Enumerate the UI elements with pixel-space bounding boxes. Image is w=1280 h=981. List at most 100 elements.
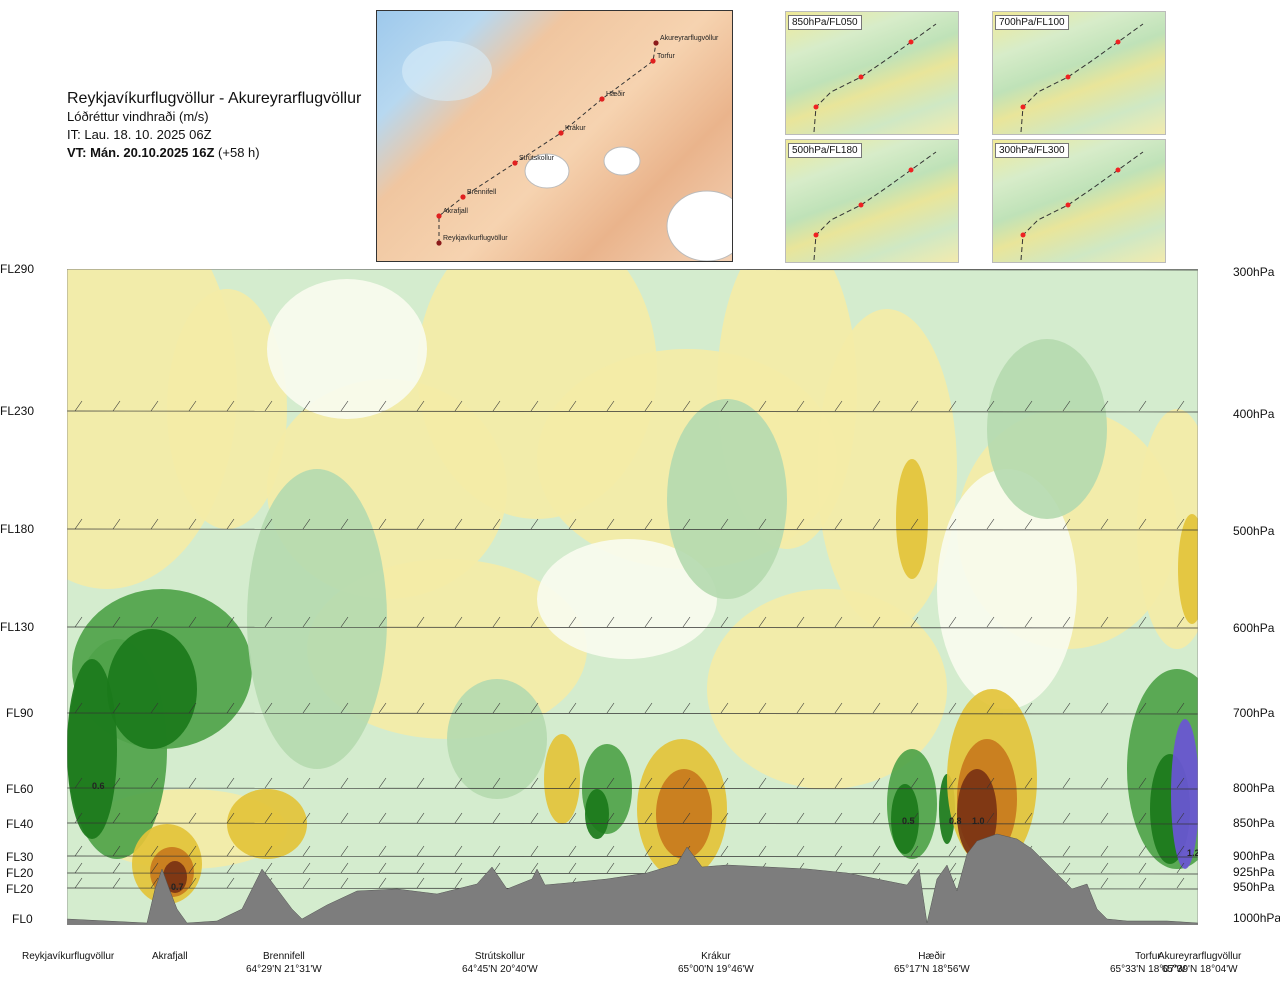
wind-barb: [682, 812, 691, 824]
wind-barb: [1100, 616, 1109, 628]
wind-barb: [530, 812, 539, 824]
wind-barb: [340, 702, 349, 714]
value-annotations: 0.6 0.7 0.5 0.8 1.0 1.2: [92, 781, 1198, 892]
wind-barb: [188, 862, 197, 874]
route-waypoints: Akureyrarflugvöllur Torfur Hæðir Krákur Strú…: [436, 35, 719, 246]
wind-barb: [454, 400, 463, 412]
glacier-2: [603, 146, 641, 176]
station-label: Hæðir 65°17'N 18°56'W: [894, 951, 970, 975]
wind-barb: [188, 845, 197, 857]
waypoint-marker: [460, 194, 466, 200]
wind-barb: [796, 777, 805, 789]
wind-barb: [644, 702, 653, 714]
station-label: Torfur 65°33'N 18°07'W: [1110, 951, 1186, 975]
waypoint-label: Hæðir: [606, 90, 626, 98]
station-label: Akureyrarflugvöllur 65°39'N 18°04'W: [1158, 951, 1242, 975]
wind-barb: [644, 845, 653, 857]
waypoint-label: Akrafjall: [443, 208, 468, 215]
wind-barb: [910, 400, 919, 412]
wind-barb: [454, 877, 463, 889]
y-left-tick: FL40: [6, 817, 34, 831]
field-contour: [227, 789, 307, 859]
wind-barb: [340, 862, 349, 874]
wind-barb: [226, 845, 235, 857]
wind-barb: [1062, 812, 1071, 824]
wind-barb: [1138, 862, 1147, 874]
wind-barb: [340, 845, 349, 857]
glacier-3: [666, 190, 732, 261]
wind-barb: [796, 518, 805, 530]
field-contour: [957, 769, 997, 859]
waypoint-marker: [599, 96, 605, 102]
wind-barb: [1100, 845, 1109, 857]
wind-barb: [416, 777, 425, 789]
wind-barb: [264, 702, 273, 714]
waypoint-label: Brennifell: [467, 189, 497, 196]
wind-barb: [188, 777, 197, 789]
wind-barb: [150, 518, 159, 530]
inset-850-map: [813, 23, 937, 133]
wind-barb: [1138, 518, 1147, 530]
wind-barb: [454, 777, 463, 789]
wind-barb: [720, 616, 729, 628]
wind-barb: [1024, 777, 1033, 789]
glacier-1: [524, 153, 570, 189]
wind-barb: [416, 862, 425, 874]
inset-700-label: 700hPa/FL100: [995, 15, 1069, 30]
wind-barb: [606, 845, 615, 857]
wind-barb: [1176, 400, 1185, 412]
wind-barb: [682, 702, 691, 714]
wind-barb: [948, 845, 957, 857]
value-label: 0.7: [171, 882, 184, 892]
wind-barb: [302, 877, 311, 889]
field-contour: [896, 459, 928, 579]
field-contour: [1171, 719, 1198, 869]
wind-barb: [264, 845, 273, 857]
y-right-tick: 950hPa: [1233, 880, 1275, 894]
wind-barb: [112, 400, 121, 412]
station-label: Strútskollur 64°45'N 20°40'W: [462, 951, 538, 975]
wind-barb: [1100, 702, 1109, 714]
field-contour: [656, 769, 712, 859]
wind-barb: [302, 812, 311, 824]
y-left-tick: FL90: [6, 706, 34, 720]
waypoint-marker: [653, 40, 659, 46]
wind-barb: [74, 812, 83, 824]
wind-barb: [796, 400, 805, 412]
y-right-tick: 600hPa: [1233, 621, 1275, 635]
wind-barb: [74, 877, 83, 889]
wind-barb: [1138, 877, 1147, 889]
y-right-tick: 1000hPa: [1233, 911, 1280, 925]
wind-barb: [74, 400, 83, 412]
wind-barb: [910, 518, 919, 530]
wind-barb: [834, 845, 843, 857]
waypoint-label: Reykjavíkurflugvöllur: [443, 235, 508, 242]
wind-barb: [1024, 702, 1033, 714]
wind-barb: [1024, 616, 1033, 628]
wind-barb: [1024, 812, 1033, 824]
wind-barb: [1062, 845, 1071, 857]
wind-barb: [530, 616, 539, 628]
wind-barb: [340, 616, 349, 628]
wind-barb: [796, 845, 805, 857]
wind-barb: [112, 777, 121, 789]
wind-barb: [1176, 877, 1185, 889]
wind-barb: [682, 616, 691, 628]
wind-barb: [378, 862, 387, 874]
wind-barb: [834, 862, 843, 874]
waypoint-label: Akureyrarflugvöllur: [660, 35, 719, 42]
waypoint-marker: [436, 240, 442, 246]
wind-barb: [872, 862, 881, 874]
wind-barb: [340, 877, 349, 889]
wind-barb: [150, 845, 159, 857]
y-left-tick: FL130: [0, 620, 35, 634]
wind-barb: [340, 400, 349, 412]
wind-barb: [302, 518, 311, 530]
pressure-level-line: [67, 787, 1198, 790]
wind-barb: [378, 877, 387, 889]
wind-barb: [834, 616, 843, 628]
wind-barb: [1100, 812, 1109, 824]
wind-barb: [264, 400, 273, 412]
wind-barb: [264, 616, 273, 628]
wind-barb: [1062, 777, 1071, 789]
